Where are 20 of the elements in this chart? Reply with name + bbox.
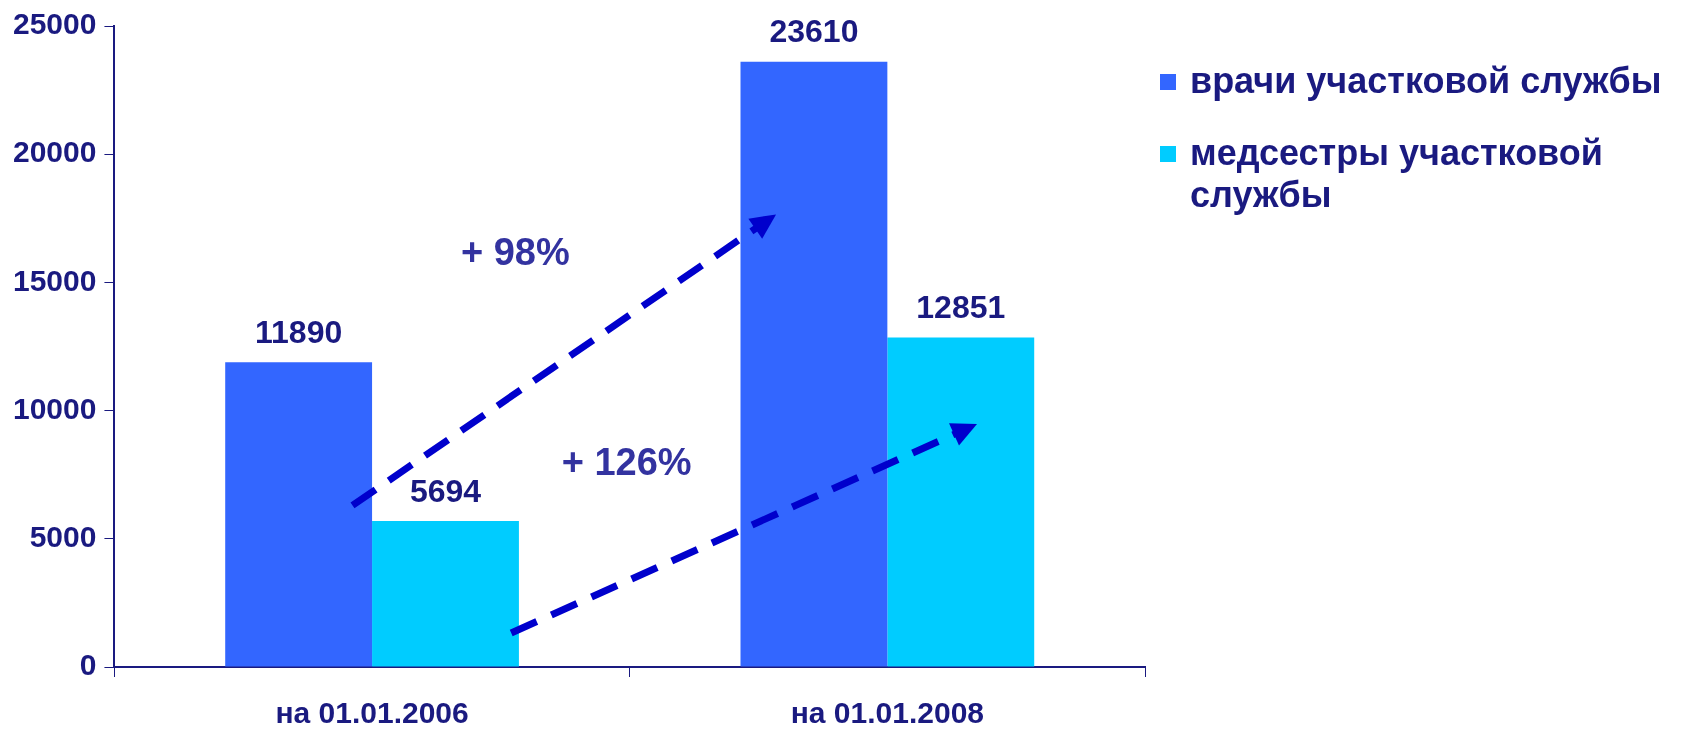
y-tick-label: 20000 (12, 135, 97, 169)
bar (372, 521, 519, 667)
data-label: 12851 (916, 289, 1006, 326)
y-tick-label: 5000 (29, 520, 97, 554)
legend-label: врачи участковой службы (1190, 60, 1662, 102)
x-tick-label: на 01.01.2008 (790, 696, 984, 730)
data-label: 5694 (409, 472, 482, 509)
x-tick-label: на 01.01.2006 (275, 696, 469, 730)
bar (740, 61, 888, 667)
y-tick-label: 10000 (12, 391, 97, 425)
bar (887, 337, 1035, 667)
annotation: + 126% (561, 441, 692, 484)
legend-label: медсестры участковой службы (1190, 132, 1604, 216)
bar (225, 362, 373, 667)
data-label: 11890 (255, 313, 343, 350)
y-tick-label: 25000 (12, 7, 97, 41)
y-tick-label: 0 (79, 648, 97, 682)
data-label: 23610 (769, 13, 859, 50)
y-tick-label: 15000 (12, 263, 97, 297)
annotation: + 98% (460, 230, 570, 273)
